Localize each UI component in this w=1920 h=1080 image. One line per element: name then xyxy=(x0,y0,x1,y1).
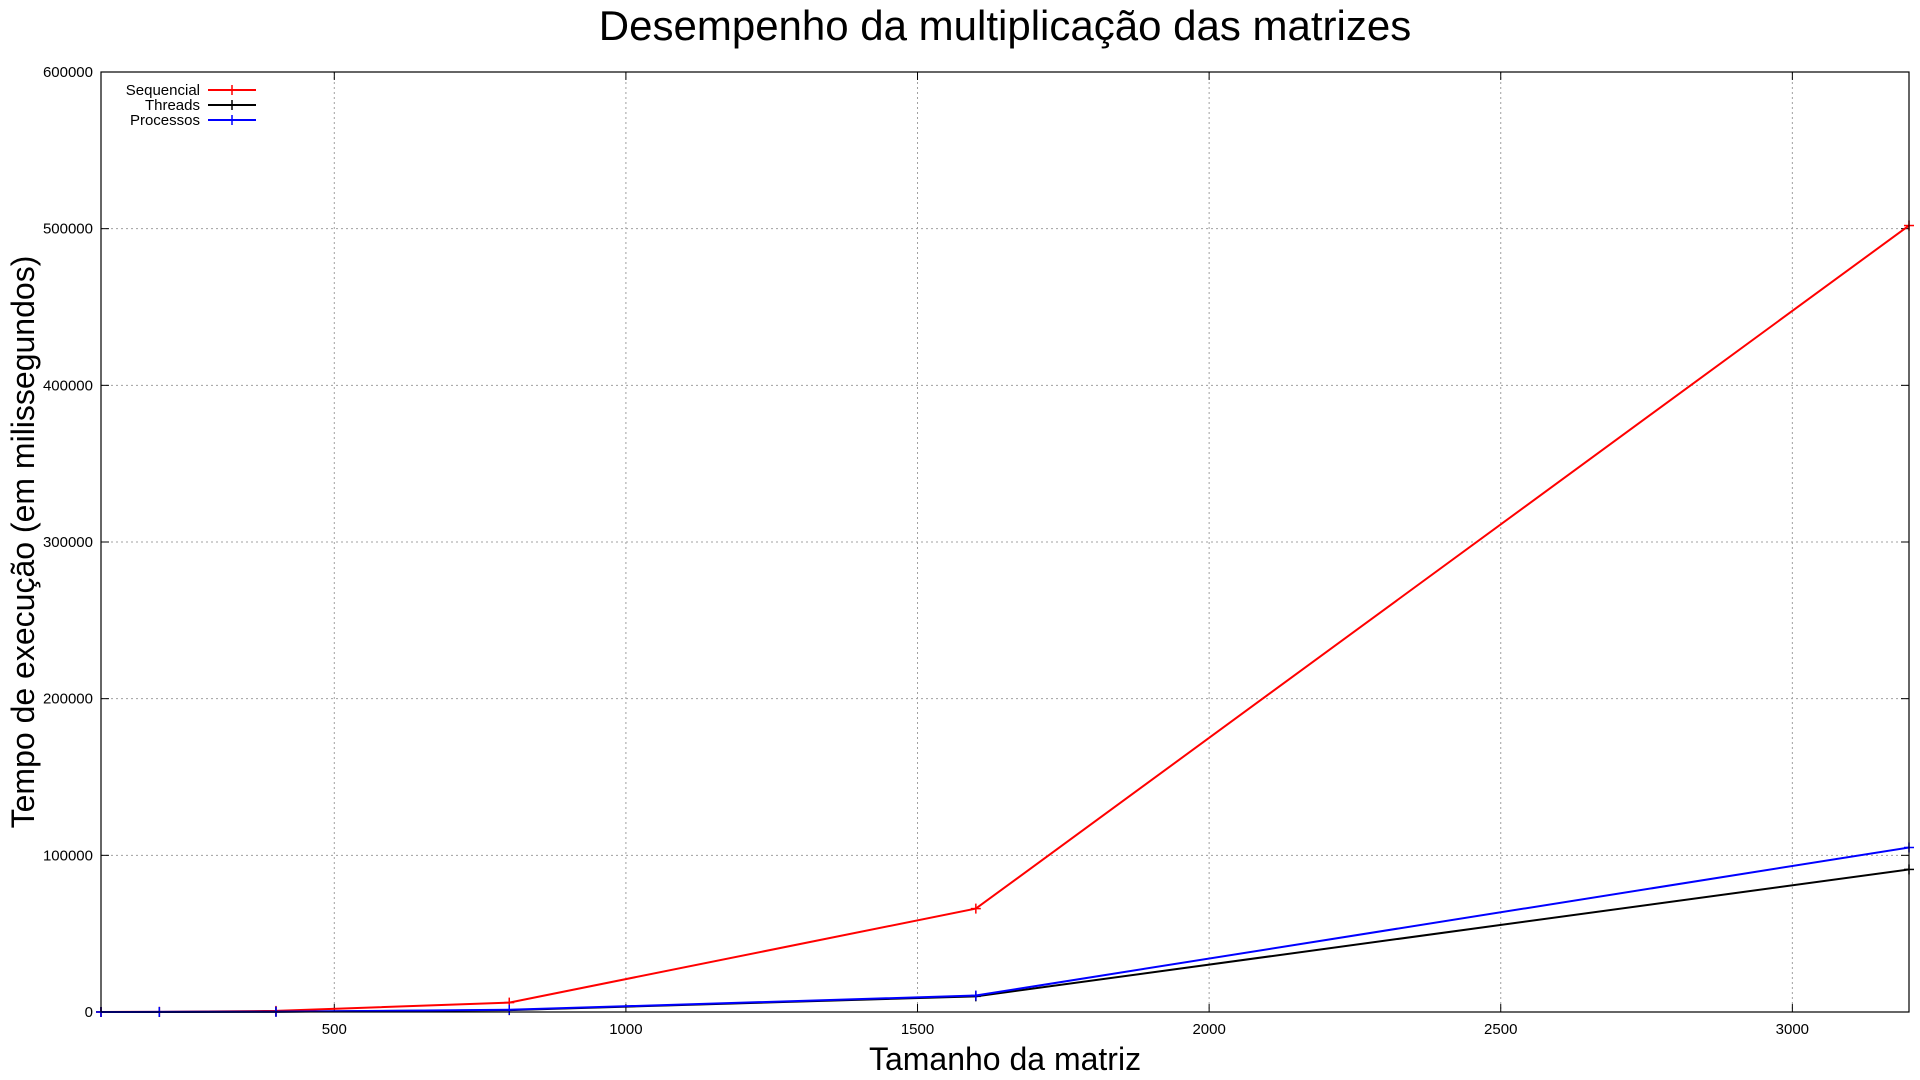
data-point xyxy=(504,1004,515,1015)
legend-label: Threads xyxy=(145,97,200,114)
x-axis-label: Tamanho da matriz xyxy=(869,1041,1141,1077)
x-tick-label: 1500 xyxy=(901,1021,934,1038)
data-point xyxy=(970,903,981,914)
series-line xyxy=(100,224,1910,1013)
x-tick-label: 500 xyxy=(322,1021,347,1038)
plot-frame xyxy=(100,71,1910,1013)
legend-item: Processos xyxy=(130,112,256,129)
legend-label: Processos xyxy=(130,112,200,129)
series-line xyxy=(100,846,1910,1013)
series-processos xyxy=(96,842,1914,1017)
y-tick-label: 500000 xyxy=(43,221,93,238)
x-tick-label: 1000 xyxy=(609,1021,642,1038)
legend-label: Sequencial xyxy=(126,82,200,99)
legend-item: Sequencial xyxy=(126,82,256,99)
y-tick-label: 300000 xyxy=(43,534,93,551)
grid xyxy=(101,72,1909,1012)
y-tick-label: 100000 xyxy=(43,847,93,864)
x-tick-label: 2000 xyxy=(1192,1021,1225,1038)
x-tick-label: 3000 xyxy=(1776,1021,1809,1038)
x-tick-label: 2500 xyxy=(1484,1021,1517,1038)
y-tick-label: 400000 xyxy=(43,377,93,394)
y-tick-label: 600000 xyxy=(43,64,93,81)
y-tick-label: 200000 xyxy=(43,691,93,708)
y-tick-label: 0 xyxy=(85,1004,93,1021)
data-point xyxy=(970,990,981,1001)
series-sequencial xyxy=(96,220,1914,1017)
axis-ticks: 500 1000 1500 2000 2500 3000 0 100000 200000 3000… xyxy=(43,64,1909,1038)
plot-area xyxy=(96,220,1914,1017)
legend-item: Threads xyxy=(145,97,256,114)
chart-title: Desempenho da multiplicação das matrizes xyxy=(599,2,1411,49)
y-axis-label: Tempo de execução (em milissegundos) xyxy=(5,256,41,829)
